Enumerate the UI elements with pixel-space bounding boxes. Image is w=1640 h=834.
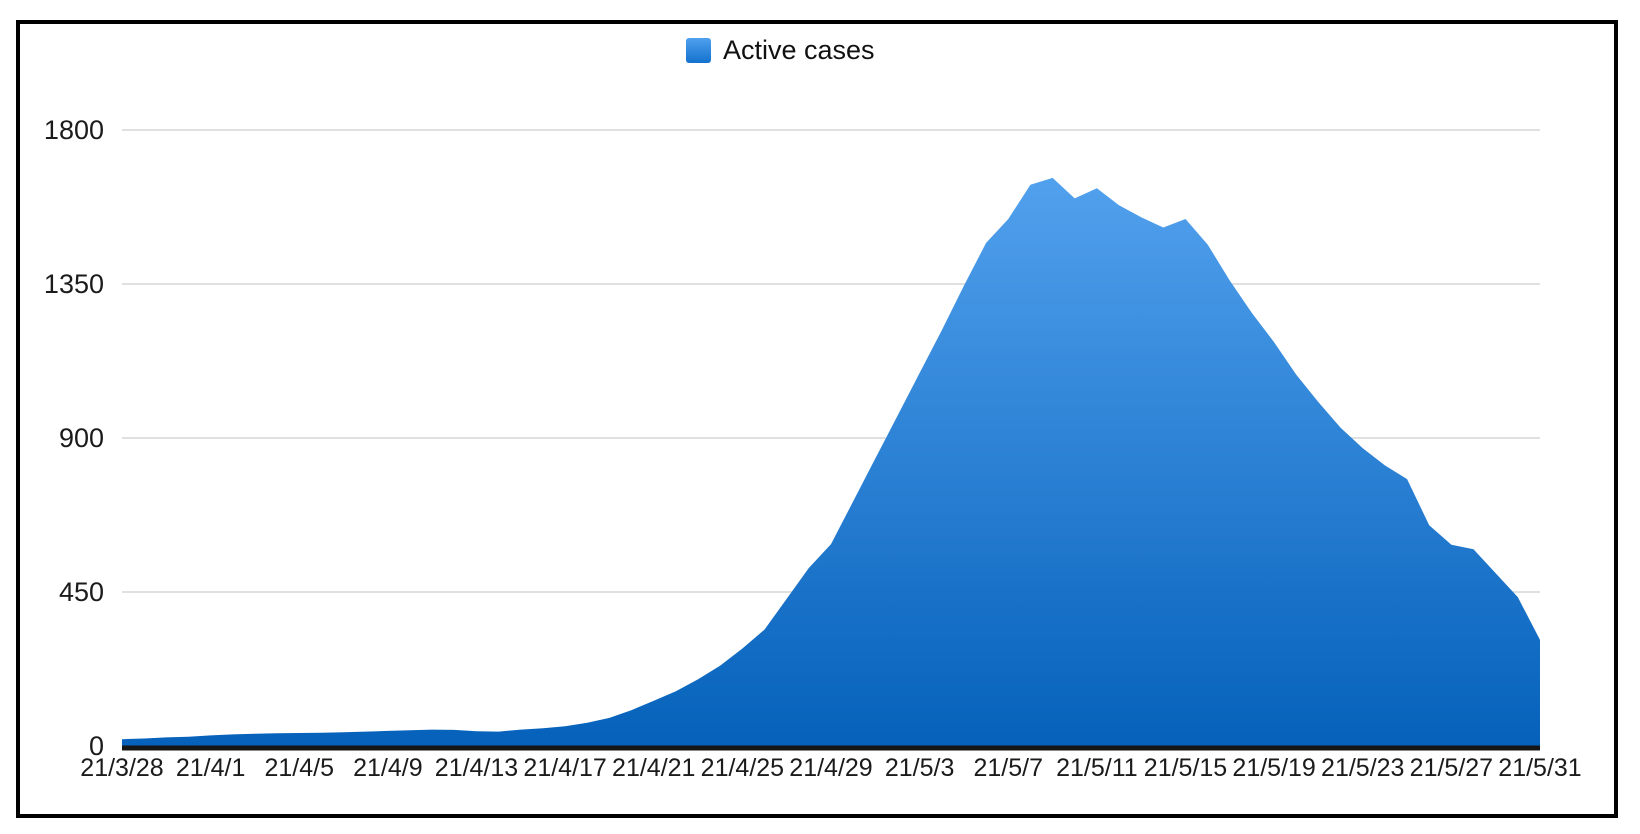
chart-frame xyxy=(16,20,1618,818)
x-axis-tick-label-21-5-3: 21/5/3 xyxy=(884,754,955,782)
x-axis-tick-label-21-5-19: 21/5/19 xyxy=(1232,754,1316,782)
x-axis-tick-label-21-4-5: 21/4/5 xyxy=(264,754,335,782)
y-axis-tick-label-900: 900 xyxy=(58,423,104,453)
x-axis-tick-label-21-5-7: 21/5/7 xyxy=(973,754,1044,782)
x-axis-tick-label-21-3-28: 21/3/28 xyxy=(80,754,164,782)
x-axis-tick-label-21-5-27: 21/5/27 xyxy=(1409,754,1494,782)
y-axis-tick-label-1800: 1800 xyxy=(43,115,104,145)
x-axis-tick-label-21-5-15: 21/5/15 xyxy=(1143,754,1228,782)
active-cases-area xyxy=(122,177,1540,746)
x-axis-tick-label-21-4-21: 21/4/21 xyxy=(612,754,696,782)
chart-legend: Active cases xyxy=(686,36,875,64)
x-axis-tick-label-21-5-31: 21/5/31 xyxy=(1498,754,1582,782)
x-axis-tick-label-21-4-13: 21/4/13 xyxy=(434,754,519,782)
x-axis-tick-label-21-4-29: 21/4/29 xyxy=(789,754,873,782)
y-axis-tick-label-450: 450 xyxy=(58,577,104,607)
x-axis-tick-label-21-4-9: 21/4/9 xyxy=(353,754,423,782)
x-axis-tick-label-21-4-17: 21/4/17 xyxy=(523,754,607,782)
y-axis-tick-label-0: 0 xyxy=(88,731,104,761)
x-axis-tick-label-21-4-1: 21/4/1 xyxy=(175,754,246,782)
x-axis-tick-label-21-5-11: 21/5/11 xyxy=(1056,754,1138,782)
legend-swatch-icon xyxy=(686,37,711,63)
x-axis-tick-label-21-4-25: 21/4/25 xyxy=(700,754,785,782)
legend-label: Active cases xyxy=(723,35,875,65)
x-axis-tick-label-21-5-23: 21/5/23 xyxy=(1321,754,1405,782)
y-axis-tick-label-1350: 1350 xyxy=(43,269,104,299)
